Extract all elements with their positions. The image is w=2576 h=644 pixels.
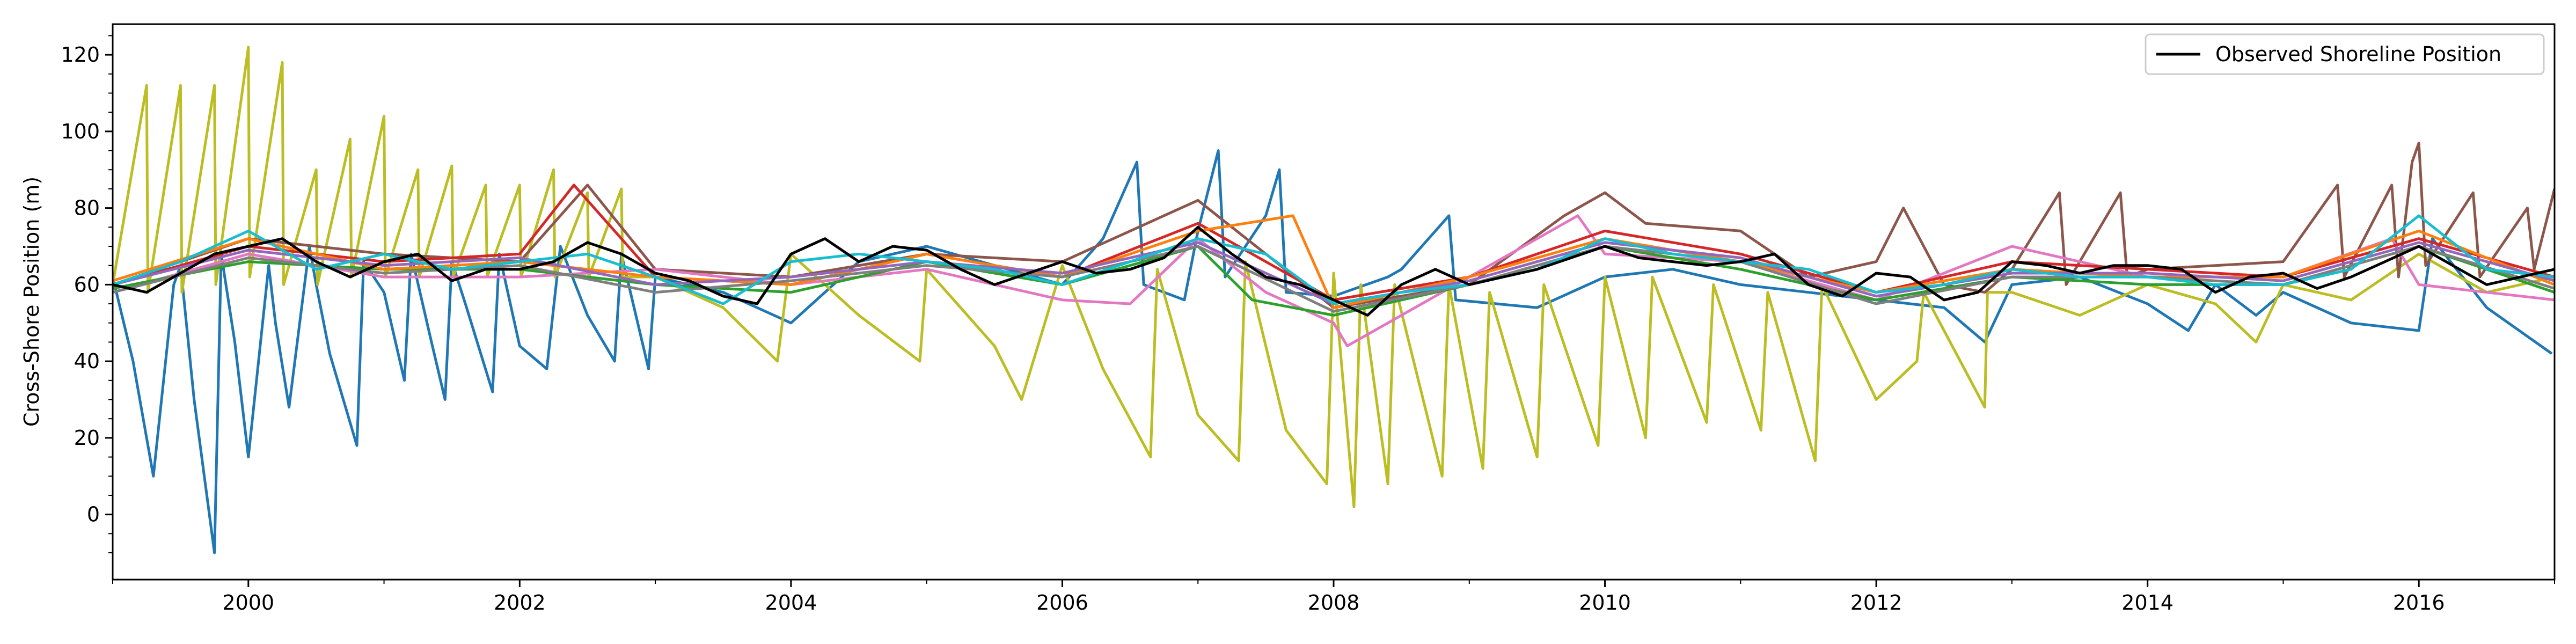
series-layer: [113, 46, 2555, 554]
legend: Observed Shoreline Position: [2145, 33, 2545, 75]
observed-shoreline-line: [113, 225, 2555, 317]
y-axis-ticks: 0 20 40 60 80 100 120: [61, 35, 113, 554]
x-tick-label: 2008: [1308, 591, 1360, 614]
x-axis-ticks: 2000 2002 2004 2006 2008 2010 2012 2014 2016: [112, 580, 2555, 614]
x-tick-label: 2004: [765, 591, 817, 614]
y-tick-label: 80: [74, 196, 100, 220]
plot-frame: [112, 23, 2556, 581]
model-series-line-5: [113, 184, 2555, 302]
y-tick-label: 20: [74, 426, 100, 450]
x-tick-label: 2006: [1036, 591, 1088, 614]
x-tick-label: 2014: [2121, 591, 2174, 614]
x-tick-label: 2000: [222, 591, 274, 614]
model-series-line-1: [113, 149, 2553, 554]
y-tick-label: 40: [74, 349, 100, 373]
y-axis-label: Cross-Shore Position (m): [20, 177, 43, 427]
legend-label: Observed Shoreline Position: [2215, 42, 2501, 66]
y-tick-label: 100: [61, 120, 100, 143]
x-tick-label: 2016: [2393, 591, 2445, 614]
x-tick-label: 2002: [494, 591, 546, 614]
x-tick-label: 2010: [1579, 591, 1631, 614]
model-series-line-3: [113, 141, 2555, 309]
x-tick-label: 2012: [1850, 591, 1902, 614]
y-tick-label: 60: [74, 273, 100, 296]
y-tick-label: 0: [87, 503, 100, 526]
model-series-line-6: [113, 245, 2555, 317]
model-series-line-10: [113, 214, 2555, 305]
legend-box: [2145, 33, 2545, 75]
y-tick-label: 120: [61, 43, 100, 67]
